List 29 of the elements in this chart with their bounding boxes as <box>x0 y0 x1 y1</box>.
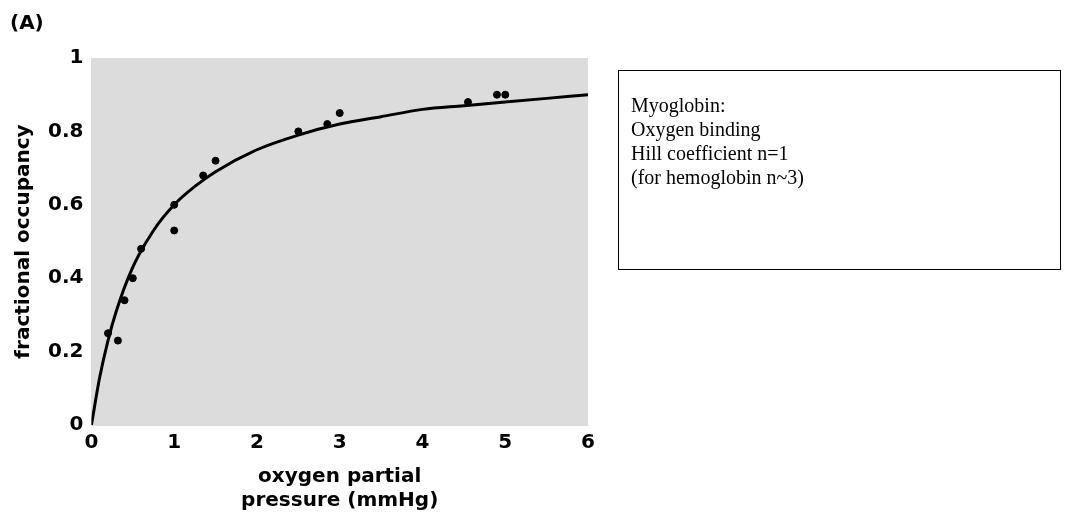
x-tick-label: 3 <box>332 429 347 454</box>
x-axis-title: oxygen partial pressure (mmHg) <box>241 463 439 512</box>
x-tick-label: 2 <box>249 429 264 454</box>
text: (A) <box>10 10 44 34</box>
x-tick-label: 1 <box>167 429 182 454</box>
x-tick-label: 6 <box>581 429 595 454</box>
point <box>492 90 501 99</box>
text: Myoglobin: Oxygen binding Hill coefficient n=1 (for hemoglobin n~3) <box>618 70 1061 270</box>
point <box>170 200 179 209</box>
point <box>120 296 129 305</box>
y-tick-label: 0.8 <box>47 117 84 142</box>
x-tick-label: 4 <box>415 429 430 454</box>
point <box>137 244 146 253</box>
point <box>170 226 179 235</box>
point <box>211 156 220 165</box>
y-tick-label: 0 <box>69 411 84 436</box>
y-tick-label: 0.4 <box>47 264 84 289</box>
point <box>335 109 344 118</box>
point <box>113 336 122 345</box>
y-tick-label: 0.2 <box>47 337 84 362</box>
point <box>199 171 208 180</box>
x-tick-label: 5 <box>498 429 513 454</box>
y-tick-label: 0.6 <box>47 191 84 215</box>
y-tick-label: 1 <box>69 44 84 69</box>
point <box>501 90 510 99</box>
point <box>103 329 112 338</box>
point <box>128 274 137 283</box>
point <box>294 127 303 136</box>
y-axis-title: fractional occupancy <box>10 124 35 359</box>
